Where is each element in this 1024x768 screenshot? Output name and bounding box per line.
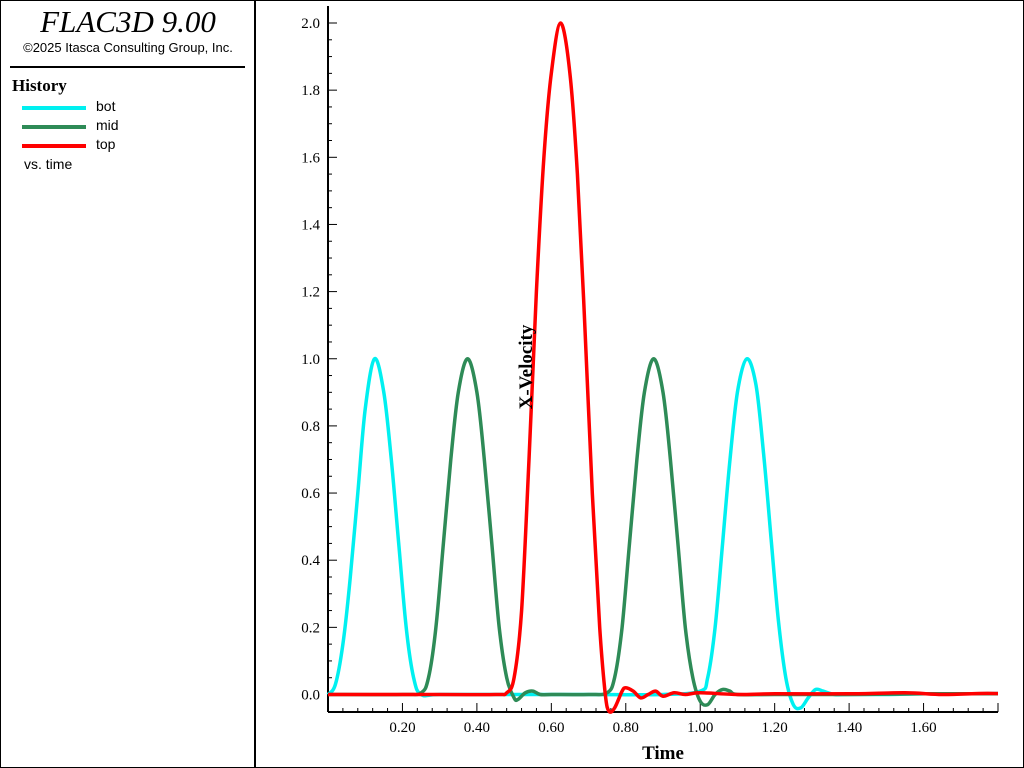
- x-tick-label: 1.60: [910, 720, 936, 736]
- y-tick-label: 1.4: [301, 217, 320, 233]
- legend-label-top: top: [96, 136, 116, 152]
- y-tick-label: 0.0: [301, 688, 320, 704]
- y-tick-label: 1.0: [301, 352, 320, 368]
- legend-swatch-top: [22, 144, 86, 148]
- legend-label-mid: mid: [96, 117, 119, 133]
- y-tick-label: 0.4: [301, 553, 320, 569]
- series-line-mid: [327, 357, 999, 707]
- legend-heading: History: [12, 76, 67, 95]
- y-tick-label: 0.8: [301, 419, 320, 435]
- y-tick-label: 1.8: [301, 83, 320, 99]
- copyright-text: ©2025 Itasca Consulting Group, Inc.: [23, 40, 233, 55]
- x-tick-label: 1.20: [762, 720, 788, 736]
- legend-swatch-mid: [22, 125, 86, 129]
- x-tick-label: 0.60: [538, 720, 564, 736]
- y-tick-label: 1.2: [301, 285, 320, 301]
- chart-axes: 0.0 0.2 0.4 0.6 0.8 1.0 1.2 1.4 1.6 1.8 2.0 0.20 0.4…: [301, 6, 999, 736]
- x-tick-label: 1.00: [687, 720, 713, 736]
- x-axis-title: Time: [642, 743, 684, 764]
- app-title: FLAC3D 9.00: [40, 4, 216, 39]
- x-tick-label: 1.40: [836, 720, 862, 736]
- y-tick-label: 0.6: [301, 486, 320, 502]
- y-tick-label: 1.6: [301, 150, 320, 166]
- x-tick-label: 0.20: [389, 720, 415, 736]
- chart-series-layer: [326, 21, 999, 714]
- legend-swatch-bot: [22, 106, 86, 110]
- legend-panel: FLAC3D 9.00 ©2025 Itasca Consulting Grou…: [0, 0, 256, 768]
- legend-label-bot: bot: [96, 98, 116, 114]
- chart-plot: 0.0 0.2 0.4 0.6 0.8 1.0 1.2 1.4 1.6 1.8 2.0 0.20 0.4…: [301, 6, 999, 764]
- series-line-top: [327, 21, 999, 714]
- x-tick-label: 0.40: [464, 720, 490, 736]
- x-tick-label: 0.80: [613, 720, 639, 736]
- y-tick-label: 0.2: [301, 620, 320, 636]
- series-line-bot: [326, 356, 999, 711]
- title-divider: [10, 66, 245, 68]
- y-axis-title: X-Velocity: [516, 324, 537, 409]
- y-tick-label: 2.0: [301, 16, 320, 32]
- legend-footer: vs. time: [24, 156, 73, 172]
